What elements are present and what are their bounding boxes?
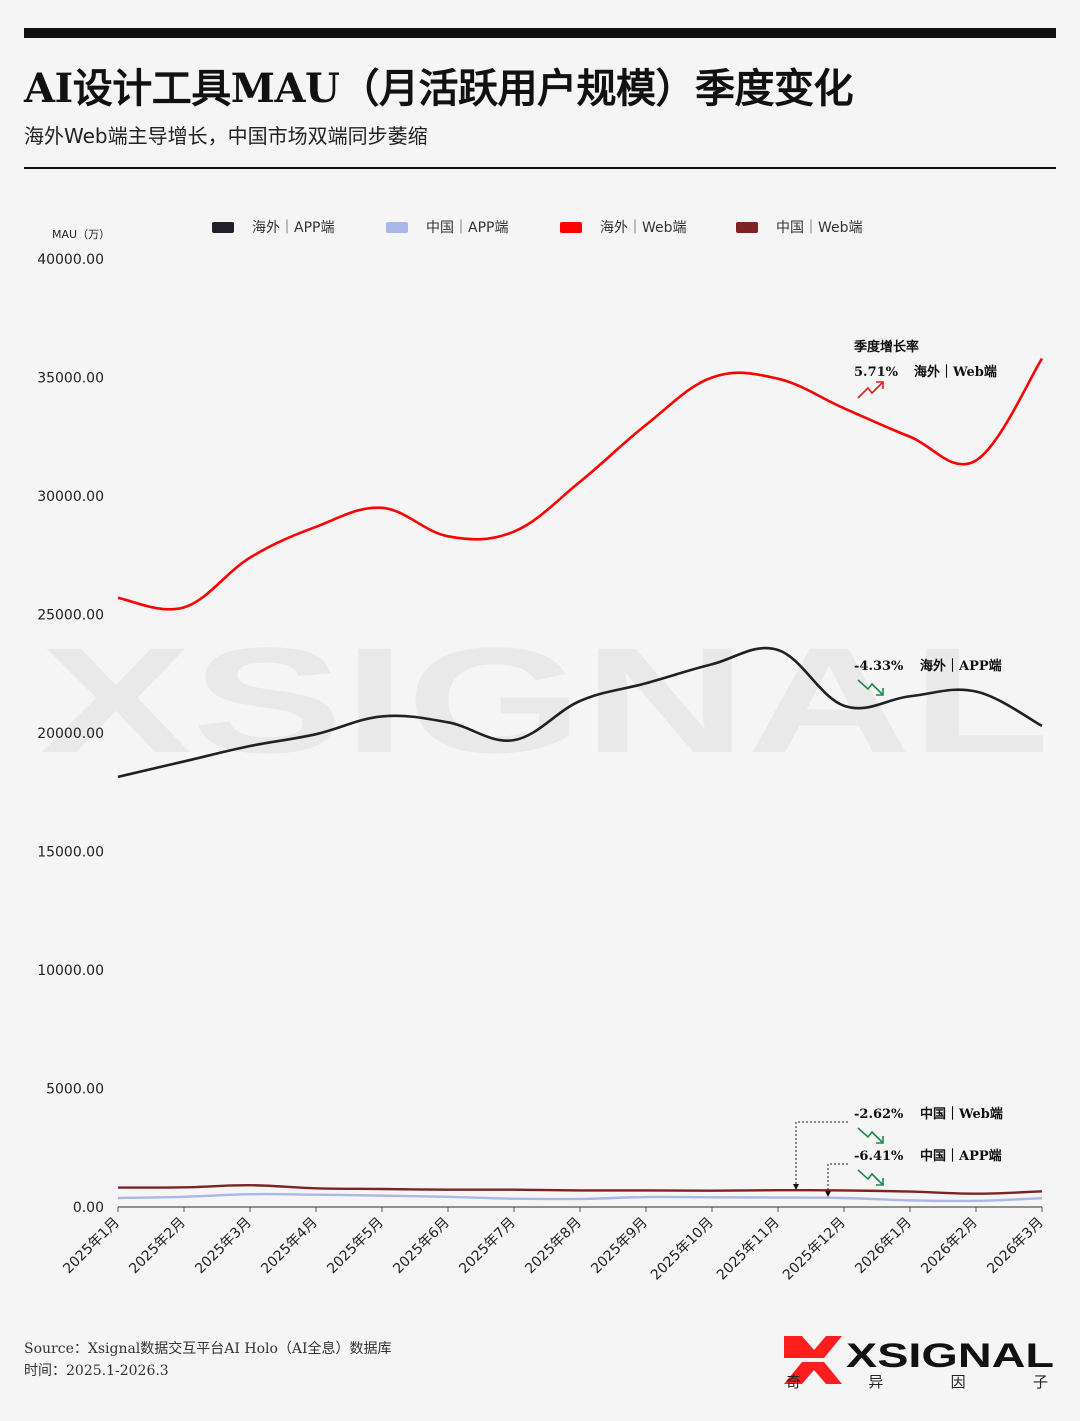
x-tick-label: 2025年2月 xyxy=(126,1215,189,1278)
y-tick-label: 25000.00 xyxy=(37,608,104,624)
y-tick-label: 30000.00 xyxy=(37,489,104,505)
x-tick-label: 2026年3月 xyxy=(984,1215,1047,1278)
trend-down-arrowhead xyxy=(876,1178,884,1186)
series-lines xyxy=(117,357,1044,1203)
x-tick-label: 2025年3月 xyxy=(192,1215,255,1278)
annotation-pointer-icon xyxy=(825,1191,831,1197)
time-range-text: 时间：2025.1-2026.3 xyxy=(24,1363,169,1379)
x-mark-icon xyxy=(784,1336,842,1384)
x-tick-label: 2025年10月 xyxy=(648,1215,717,1284)
trend-up-icon xyxy=(857,381,884,399)
legend-label: 中国｜Web端 xyxy=(776,220,863,236)
y-tick-label: 15000.00 xyxy=(37,845,104,861)
x-tick-label: 2025年9月 xyxy=(588,1215,651,1278)
x-axis: 2025年1月 2025年2月 2025年3月 2025年4月 2025年5月 2025年… xyxy=(60,1207,1047,1283)
x-tick-label: 2025年8月 xyxy=(522,1215,585,1278)
annotation-leader-line xyxy=(827,1163,848,1191)
header-divider xyxy=(24,167,1056,169)
top-rule xyxy=(24,28,1056,38)
legend-label: 海外｜APP端 xyxy=(252,220,334,236)
footer: Source：Xsignal数据交互平台AI Holo（AI全息）数据库 时间：… xyxy=(24,1338,392,1382)
annotation-header: 季度增长率 xyxy=(853,339,919,355)
y-axis: 0.00 5000.00 10000.00 15000.00 20000.00 25000… xyxy=(37,252,104,1216)
annotation-value: -4.33% xyxy=(854,659,904,674)
annotation-label: 中国｜APP端 xyxy=(920,1148,1002,1164)
legend: 海外｜APP端 中国｜APP端 海外｜Web端 中国｜Web端 xyxy=(212,220,863,236)
annotation-label: 海外｜APP端 xyxy=(920,658,1002,674)
y-tick-label: 10000.00 xyxy=(37,963,104,979)
trend-down-icon xyxy=(857,1127,884,1144)
y-tick-label: 35000.00 xyxy=(37,371,104,387)
annotation-label: 中国｜Web端 xyxy=(920,1106,1003,1122)
series-line xyxy=(117,646,1043,779)
y-axis-label: MAU（万） xyxy=(52,228,110,241)
annotation-value: 5.71% xyxy=(854,365,899,380)
y-tick-label: 40000.00 xyxy=(37,252,104,268)
x-tick-label: 2025年4月 xyxy=(258,1215,321,1278)
y-tick-label: 20000.00 xyxy=(37,726,104,742)
series-line xyxy=(117,1183,1043,1195)
annotation-label: 海外｜Web端 xyxy=(914,364,997,380)
series-line xyxy=(117,1192,1043,1203)
legend-swatch xyxy=(560,222,582,233)
x-tick-label: 2026年1月 xyxy=(852,1215,915,1278)
legend-label: 中国｜APP端 xyxy=(426,220,508,236)
x-tick-label: 2026年2月 xyxy=(918,1215,981,1278)
x-tick-label: 2025年7月 xyxy=(456,1215,519,1278)
annotation-leader-line xyxy=(795,1121,848,1184)
brand-wordmark: XSIGNAL xyxy=(846,1337,1054,1375)
annotation-pointer-icon xyxy=(793,1184,799,1190)
annotation-value: -2.62% xyxy=(854,1107,904,1122)
x-tick-label: 2025年12月 xyxy=(780,1215,849,1284)
page-title: AI设计工具MAU（月活跃用户规模）季度变化 xyxy=(24,65,853,112)
brand-logo: XSIGNAL 奇 异 因 子 xyxy=(784,1336,1054,1390)
trend-up-arrowhead xyxy=(876,381,884,389)
trend-down-arrowhead xyxy=(876,688,884,696)
annotation-value: -6.41% xyxy=(854,1149,904,1164)
x-tick-label: 2025年5月 xyxy=(324,1215,387,1278)
legend-swatch xyxy=(212,222,234,233)
trend-down-arrowhead xyxy=(876,1136,884,1144)
x-tick-label: 2025年6月 xyxy=(390,1215,453,1278)
trend-down-icon xyxy=(857,1169,884,1186)
y-tick-label: 5000.00 xyxy=(46,1082,104,1098)
x-tick-label: 2025年1月 xyxy=(60,1215,123,1278)
trend-down-icon xyxy=(857,679,884,696)
series-line xyxy=(117,357,1044,611)
x-tick-label: 2025年11月 xyxy=(714,1215,783,1284)
legend-swatch xyxy=(736,222,758,233)
page-subtitle: 海外Web端主导增长，中国市场双端同步萎缩 xyxy=(24,124,428,148)
legend-swatch xyxy=(386,222,408,233)
annotations: 季度增长率 5.71% 海外｜Web端 -4.33% 海外｜APP端 -2.62% 中国｜W… xyxy=(793,339,1003,1197)
legend-label: 海外｜Web端 xyxy=(600,220,687,236)
y-tick-label: 0.00 xyxy=(73,1200,104,1216)
source-text: Source：Xsignal数据交互平台AI Holo（AI全息）数据库 xyxy=(24,1341,392,1357)
